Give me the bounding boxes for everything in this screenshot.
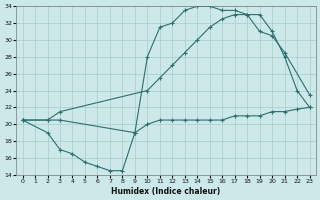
X-axis label: Humidex (Indice chaleur): Humidex (Indice chaleur) <box>111 187 221 196</box>
